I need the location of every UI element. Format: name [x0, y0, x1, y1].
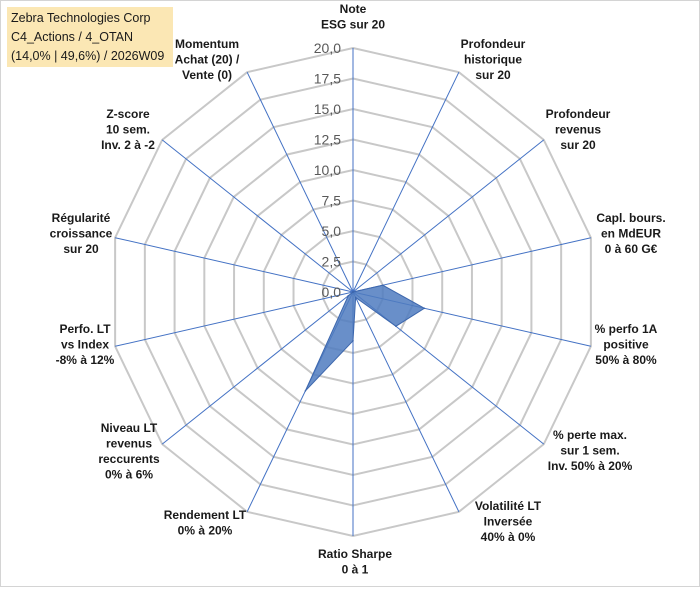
tick-label: 5,0 [322, 223, 342, 239]
axis-spoke [161, 139, 354, 293]
title-line-stats: (14,0% | 49,6%) / 2026W09 [11, 49, 165, 63]
tick-label: 12,5 [314, 132, 341, 148]
axis-label: Rendement LT 0% à 20% [164, 508, 247, 538]
axis-label: Note ESG sur 20 [321, 2, 385, 32]
axis-label: % perte max. sur 1 sem. Inv. 50% à 20% [548, 428, 633, 473]
tick-label: 0,0 [322, 284, 342, 300]
series-area [304, 284, 426, 392]
axis-label: Volatilité LT Inversée 40% à 0% [475, 499, 542, 544]
axis-spoke [352, 139, 545, 293]
data-point [395, 325, 397, 328]
data-point [381, 284, 384, 287]
axis-spoke [161, 291, 354, 445]
tick-label: 10,0 [314, 162, 341, 178]
tick-label: 17,5 [314, 71, 341, 87]
data-point [352, 291, 354, 293]
axis-label: Ratio Sharpe 0 à 1 [318, 547, 392, 577]
axis-label: Perfo. LT vs Index -8% à 12% [56, 322, 115, 367]
data-point [354, 296, 357, 299]
data-point [423, 307, 426, 310]
title-line-company: Zebra Technologies Corp [11, 11, 151, 25]
tick-label: 2,5 [322, 254, 342, 270]
axis-label: Profondeur historique sur 20 [461, 37, 526, 82]
axis-label: Momentum Achat (20) / Vente (0) [175, 37, 240, 82]
tick-label: 20,0 [314, 40, 341, 56]
axis-spoke [115, 291, 354, 347]
tick-label: 15,0 [314, 101, 341, 117]
axis-label: Profondeur revenus sur 20 [546, 107, 611, 152]
data-point [352, 340, 354, 342]
axis-label: Régularité croissance sur 20 [50, 211, 113, 256]
tick-label: 7,5 [322, 193, 342, 209]
data-point [347, 295, 350, 297]
axis-spoke [352, 71, 460, 293]
title-line-category: C4_Actions / 4_OTAN [11, 30, 134, 44]
data-point [304, 390, 307, 392]
axis-spoke [352, 237, 591, 293]
axis-spoke [115, 237, 354, 293]
axis-label: Capl. bours. en MdEUR 0 à 60 G€ [596, 211, 665, 256]
axis-label: Niveau LT revenus reccurents 0% à 6% [98, 421, 160, 482]
axis-spoke [246, 71, 354, 293]
axis-label: Z-score 10 sem. Inv. 2 à -2 [101, 107, 155, 152]
axis-spoke [352, 291, 460, 513]
axis-label: % perfo 1A positive 50% à 80% [595, 322, 658, 367]
title-box: Zebra Technologies Corp C4_Actions / 4_O… [7, 7, 173, 67]
